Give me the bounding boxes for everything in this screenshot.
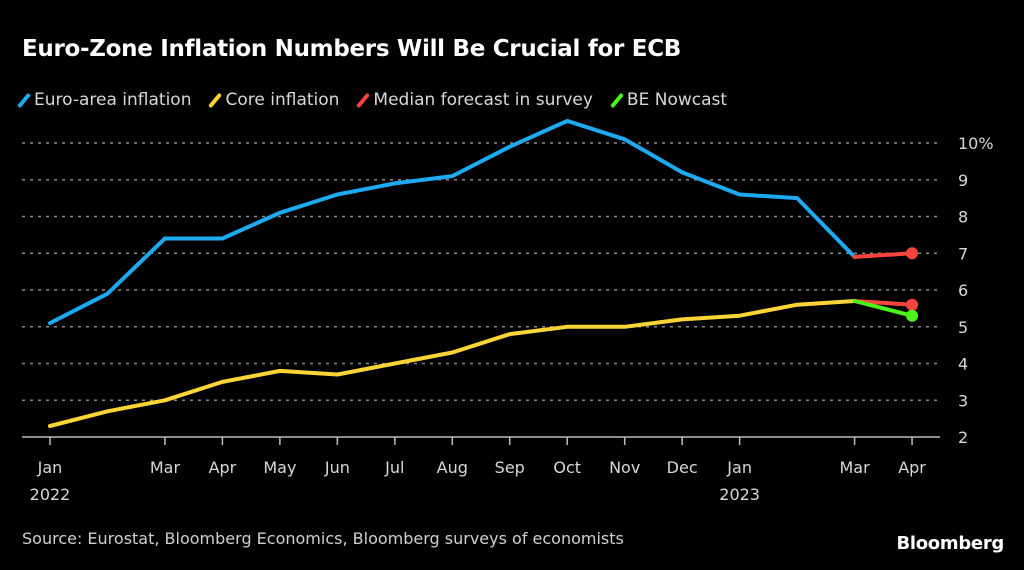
y-tick-label: 10% bbox=[958, 134, 994, 153]
y-tick-label: 5 bbox=[958, 318, 968, 337]
legend-item-median-forecast: Median forecast in survey bbox=[356, 90, 593, 110]
y-axis: 2 3 4 5 6 7 8 9 10% bbox=[958, 134, 994, 447]
chart-title: Euro-Zone Inflation Numbers Will Be Cruc… bbox=[22, 36, 682, 62]
x-tick-label: Aug bbox=[437, 458, 468, 477]
legend-item-euro-area-inflation: Euro-area inflation bbox=[17, 90, 192, 110]
y-tick-label: 4 bbox=[958, 355, 968, 374]
x-tick-label: Nov bbox=[609, 458, 640, 477]
series-line-median-forecast-in-survey bbox=[852, 251, 914, 259]
gridlines bbox=[22, 142, 940, 401]
legend-item-core-inflation: Core inflation bbox=[208, 90, 340, 110]
legend-label: Core inflation bbox=[225, 90, 340, 110]
source-note: Source: Eurostat, Bloomberg Economics, B… bbox=[22, 529, 624, 548]
end-marker-median-forecast-in-survey bbox=[906, 247, 919, 260]
x-tick-label: May bbox=[263, 458, 296, 477]
y-tick-label: 9 bbox=[958, 171, 968, 190]
x-tick-label: Oct bbox=[553, 458, 581, 477]
x-tick-label: Jul bbox=[384, 458, 404, 477]
legend-label: Median forecast in survey bbox=[373, 90, 593, 110]
legend-label: Euro-area inflation bbox=[34, 90, 192, 110]
x-axis: Jan 2022 Mar Apr May Jun Jul Aug Sep Oct Nov Dec Jan… bbox=[22, 436, 940, 504]
x-tick-label: Jun bbox=[324, 458, 350, 477]
x-tick-sublabel: 2023 bbox=[719, 485, 760, 504]
x-tick-label: Apr bbox=[209, 458, 237, 477]
y-tick-label: 8 bbox=[958, 208, 968, 227]
x-tick-label: Dec bbox=[667, 458, 698, 477]
x-tick-label: Mar bbox=[839, 458, 870, 477]
series-line-core-inflation bbox=[48, 299, 857, 428]
y-tick-label: 3 bbox=[958, 391, 968, 410]
legend-label: BE Nowcast bbox=[626, 90, 728, 110]
series-lines bbox=[48, 118, 914, 428]
y-tick-label: 6 bbox=[958, 281, 968, 300]
end-marker-be-nowcast bbox=[906, 309, 919, 322]
x-tick-label: Jan bbox=[726, 458, 752, 477]
x-tick-label: Apr bbox=[898, 458, 926, 477]
series-line-be-nowcast bbox=[852, 299, 914, 318]
series-line-euro-area-inflation bbox=[48, 118, 857, 326]
series-markers bbox=[49, 120, 919, 426]
x-tick-label: Sep bbox=[495, 458, 525, 477]
x-tick-sublabel: 2022 bbox=[30, 485, 71, 504]
bloomberg-logo: Bloomberg bbox=[896, 533, 1004, 554]
x-tick-label: Jan bbox=[37, 458, 63, 477]
y-tick-label: 7 bbox=[958, 244, 968, 263]
x-tick-label: Mar bbox=[150, 458, 181, 477]
end-marker-median-forecast-in-survey bbox=[906, 298, 919, 311]
y-tick-label: 2 bbox=[958, 428, 968, 447]
legend: Euro-area inflation Core inflation Media… bbox=[17, 90, 728, 110]
legend-item-be-nowcast: BE Nowcast bbox=[609, 90, 728, 110]
